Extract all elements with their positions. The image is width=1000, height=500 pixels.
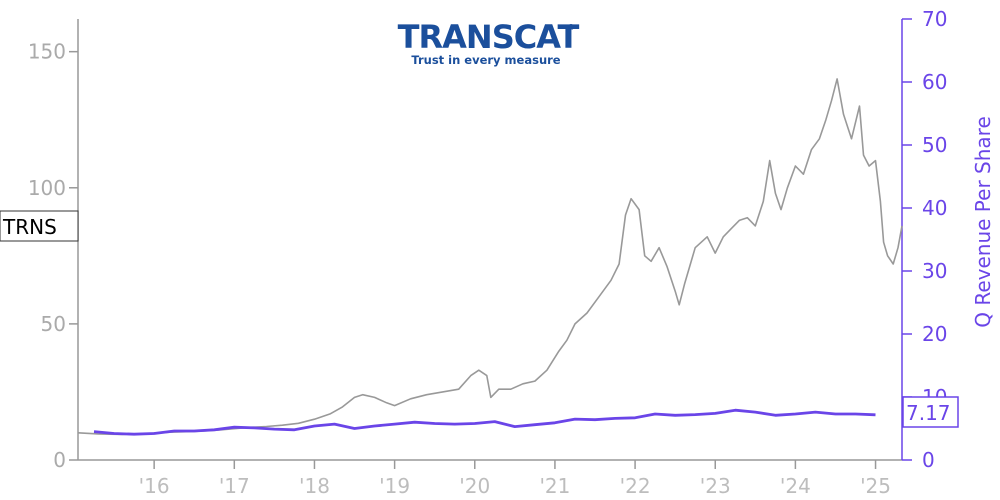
- right-tick-label: 20: [922, 322, 947, 346]
- price-series-line: [77, 78, 903, 436]
- right-axis-title: Q Revenue Per Share: [971, 116, 995, 328]
- right-tick-label: 50: [922, 133, 947, 157]
- x-tick-label: '19: [379, 474, 410, 498]
- right-tick-label: 70: [922, 7, 947, 31]
- x-tick-label: '16: [139, 474, 170, 498]
- last-value-text: 7.17: [906, 401, 951, 425]
- logo-wordmark: TRANSCAT: [398, 18, 580, 56]
- x-tick-label: '18: [299, 474, 330, 498]
- left-tick-label: 150: [28, 40, 66, 64]
- x-tick-label: '21: [539, 474, 570, 498]
- transcat-logo: TRANSCAT ® Trust in every measure: [398, 18, 581, 67]
- left-tick-label: 100: [28, 176, 66, 200]
- ticker-label-box: [0, 210, 79, 242]
- x-tick-label: '17: [219, 474, 250, 498]
- logo-tagline: Trust in every measure: [411, 53, 560, 67]
- revenue-series-line: [93, 408, 876, 436]
- right-tick-label: 30: [922, 259, 947, 283]
- left-tick-label: 0: [53, 448, 66, 472]
- last-value-label: 7.17: [902, 396, 959, 428]
- ticker-label-text: TRNS: [2, 215, 57, 239]
- right-tick-label: 0: [922, 448, 935, 472]
- x-tick-label: '20: [459, 474, 490, 498]
- left-axis-ticks: 0 50 100 150: [28, 40, 78, 472]
- ticker-label: TRNS: [0, 210, 79, 242]
- x-tick-label: '25: [860, 474, 891, 498]
- right-tick-label: 40: [922, 196, 947, 220]
- last-value-box: [902, 396, 959, 428]
- x-axis-ticks: '16 '17 '18 '19 '20 '21 '22 '23 '24 '25: [139, 460, 891, 498]
- right-tick-label: 60: [922, 70, 947, 94]
- x-tick-label: '24: [780, 474, 811, 498]
- left-tick-label: 50: [41, 312, 66, 336]
- registered-mark-icon: ®: [567, 23, 575, 32]
- x-tick-label: '22: [620, 474, 651, 498]
- x-tick-label: '23: [700, 474, 731, 498]
